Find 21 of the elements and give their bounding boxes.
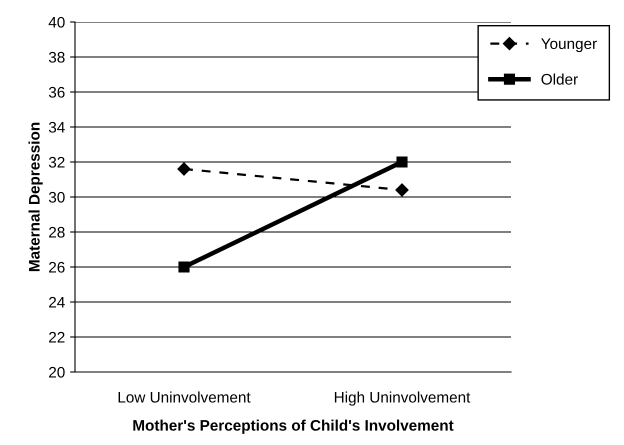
y-axis-title: Maternal Depression	[28, 122, 43, 272]
y-tick-label: 30	[48, 192, 65, 203]
y-tick-label: 34	[48, 122, 65, 133]
y-tick-label: 28	[49, 226, 65, 238]
x-axis-title: Mother's Perceptions of Child's Involvement	[133, 420, 454, 434]
point	[395, 183, 409, 197]
y-tick-label: 38	[48, 52, 65, 63]
y-tick-label: 22	[49, 332, 65, 343]
point	[396, 156, 408, 168]
y-tick-label: 20	[49, 366, 65, 378]
point	[178, 261, 190, 273]
y-tick-label: 32	[48, 156, 65, 168]
x-tick-label: Low Uninvolvement	[118, 391, 251, 403]
y-tick-label: 26	[49, 262, 65, 273]
legend-label: Older	[542, 73, 578, 85]
y-tick-label: 24	[49, 296, 65, 308]
point	[177, 162, 191, 176]
y-tick-label: 40	[48, 16, 65, 28]
legend-label: Younger	[541, 38, 597, 52]
x-tick-label: High Uninvolvement	[334, 391, 470, 406]
y-tick-label: 36	[48, 86, 65, 98]
